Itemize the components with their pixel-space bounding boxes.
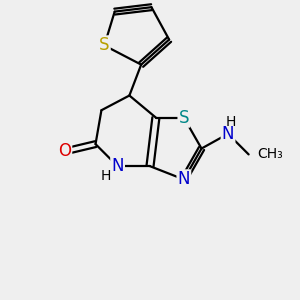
Text: H: H (100, 169, 111, 183)
Text: S: S (99, 37, 110, 55)
Text: CH₃: CH₃ (257, 147, 283, 161)
Text: S: S (178, 109, 189, 127)
Text: O: O (58, 142, 71, 160)
Text: H: H (225, 115, 236, 129)
Text: N: N (111, 157, 124, 175)
Text: N: N (222, 125, 234, 143)
Text: N: N (178, 170, 190, 188)
